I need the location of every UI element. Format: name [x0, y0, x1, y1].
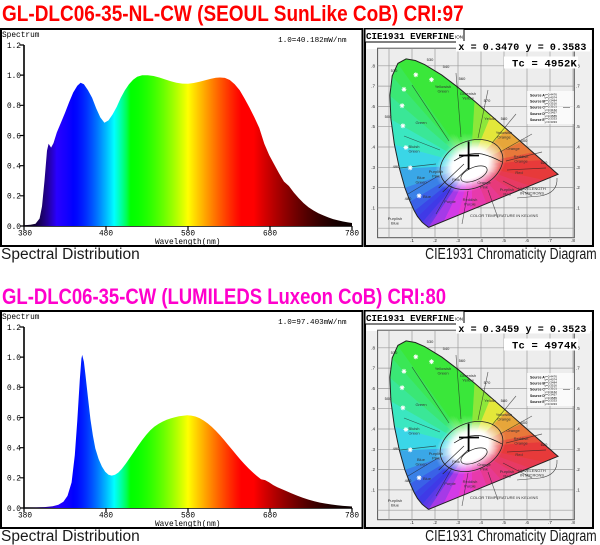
svg-text:x = 0.3459 y = 0.3523: x = 0.3459 y = 0.3523 [458, 325, 586, 336]
svg-text:1.0=97.403mW/nm: 1.0=97.403mW/nm [278, 319, 347, 327]
svg-text:1.0=40.182mW/nm: 1.0=40.182mW/nm [278, 37, 347, 45]
svg-text:x = 0.3470 y = 0.3583: x = 0.3470 y = 0.3583 [458, 43, 586, 54]
svg-text:Tc = 4974K: Tc = 4974K [512, 341, 578, 353]
svg-text:Tc = 4952K: Tc = 4952K [512, 59, 578, 71]
